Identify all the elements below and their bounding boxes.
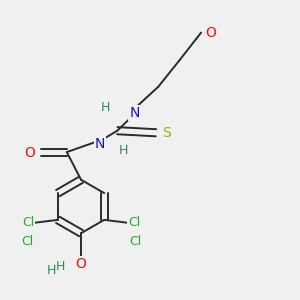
Text: H: H	[100, 101, 110, 114]
Text: O: O	[76, 257, 86, 271]
Text: O: O	[76, 258, 86, 272]
Text: N: N	[129, 106, 140, 120]
Text: O: O	[205, 26, 216, 40]
Text: H: H	[55, 260, 65, 273]
Text: S: S	[162, 126, 171, 140]
Text: Cl: Cl	[21, 235, 33, 248]
Text: Cl: Cl	[128, 216, 140, 229]
Text: N: N	[95, 137, 105, 151]
Text: H: H	[47, 264, 56, 277]
Text: H: H	[119, 143, 128, 157]
Text: O: O	[25, 146, 36, 160]
Text: Cl: Cl	[22, 216, 34, 229]
Text: Cl: Cl	[129, 235, 141, 248]
